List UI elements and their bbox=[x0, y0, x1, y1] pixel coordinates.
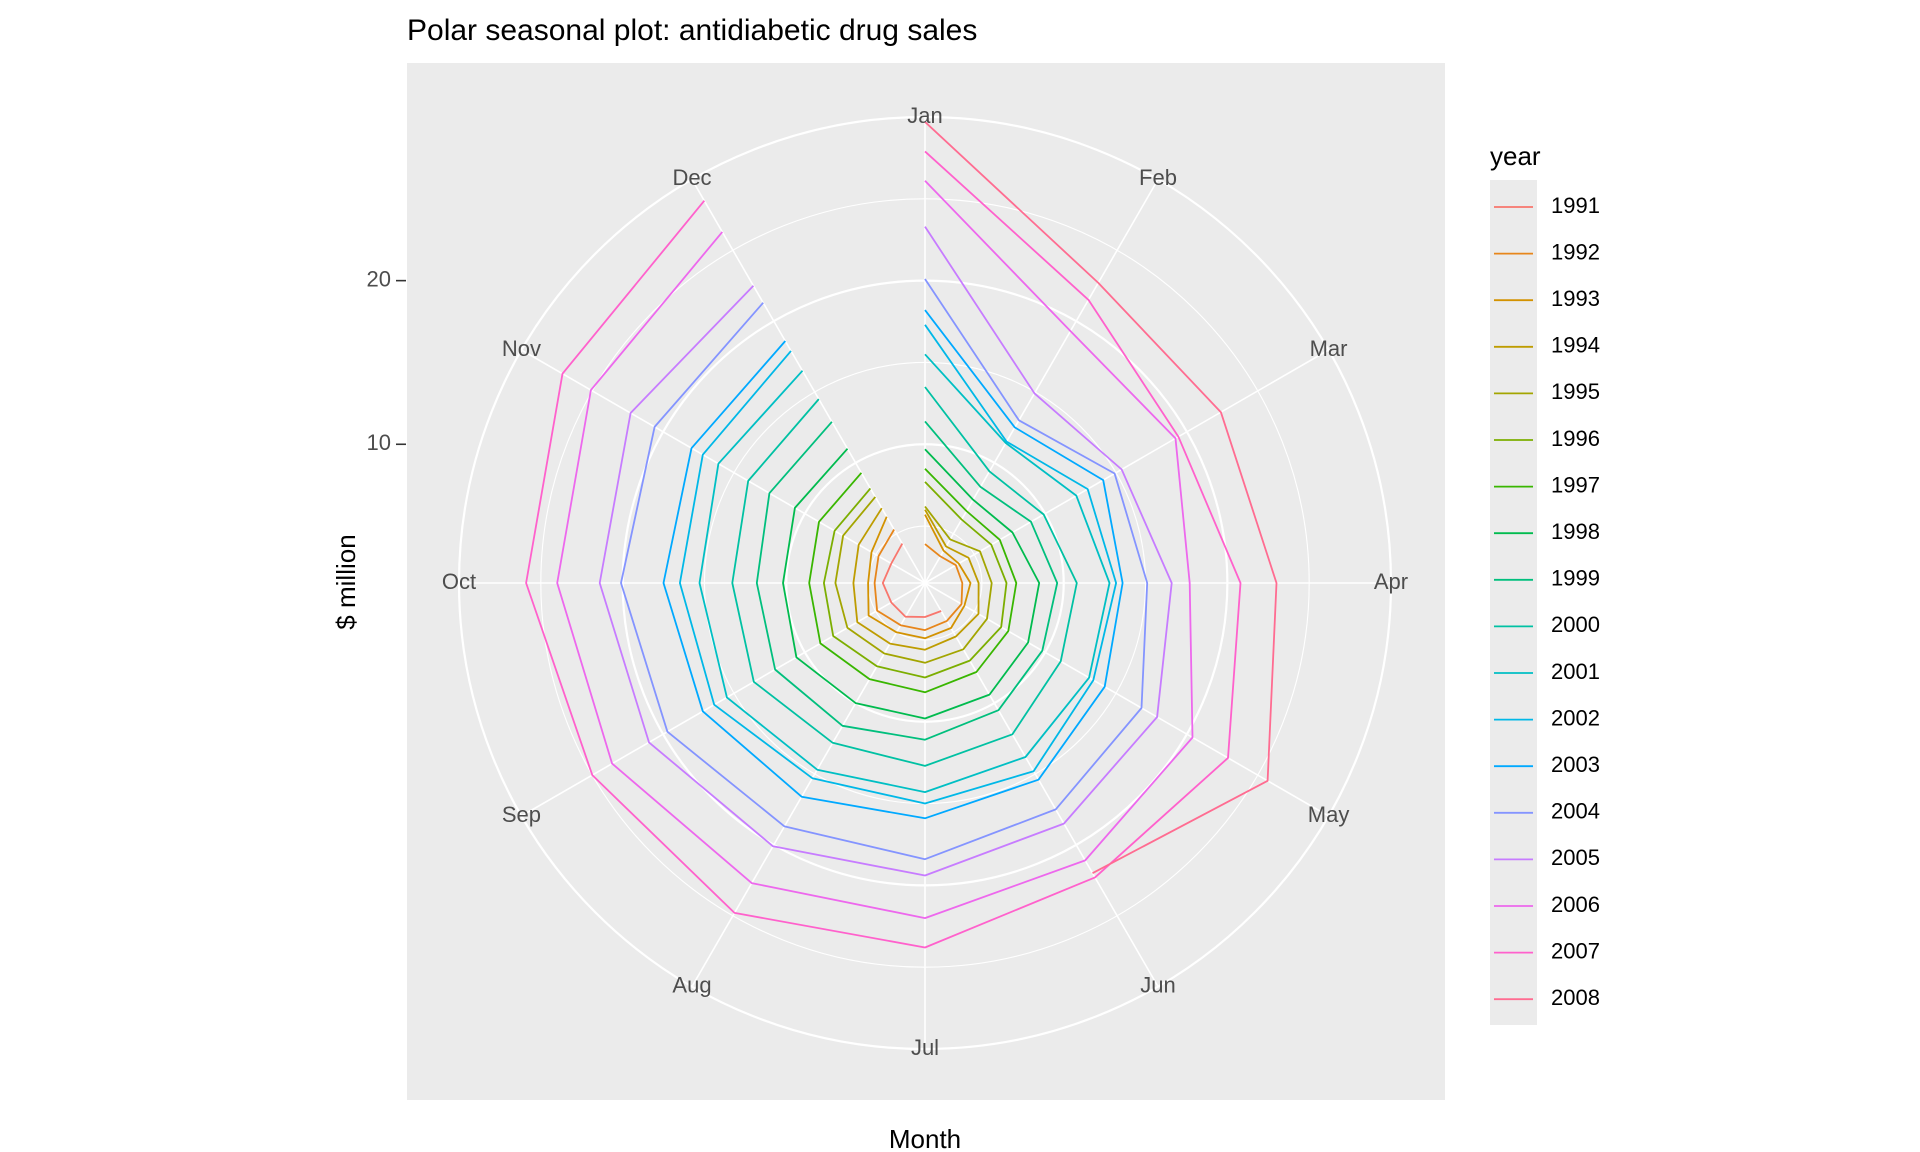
series-line-1995 bbox=[834, 496, 993, 664]
y-axis-title: $ million bbox=[331, 534, 361, 629]
series-line-2001 bbox=[698, 353, 1111, 793]
legend-label-2006: 2006 bbox=[1551, 892, 1600, 917]
r-tick-label: 10 bbox=[367, 430, 391, 455]
legend-label-2001: 2001 bbox=[1551, 659, 1600, 684]
month-label-sep: Sep bbox=[502, 802, 541, 827]
grid-spoke bbox=[924, 179, 1159, 584]
series-line-2006 bbox=[556, 180, 1194, 919]
legend: year 19911992199319941995199619971998199… bbox=[1490, 141, 1600, 1025]
grid-spoke bbox=[924, 582, 1329, 817]
legend-label-2003: 2003 bbox=[1551, 752, 1600, 777]
series-line-1997 bbox=[808, 468, 1018, 694]
month-label-dec: Dec bbox=[672, 165, 711, 190]
series-line-2007 bbox=[525, 150, 1242, 949]
month-label-feb: Feb bbox=[1139, 165, 1177, 190]
series-line-2000 bbox=[731, 386, 1078, 767]
month-label-nov: Nov bbox=[502, 336, 541, 361]
r-tick-label: 20 bbox=[367, 266, 391, 291]
grid-spoke bbox=[924, 349, 1329, 584]
legend-label-2004: 2004 bbox=[1551, 799, 1600, 824]
month-label-jun: Jun bbox=[1140, 972, 1175, 997]
grid-spoke bbox=[924, 582, 1159, 987]
month-label-jan: Jan bbox=[907, 103, 942, 128]
legend-label-2000: 2000 bbox=[1551, 612, 1600, 637]
chart-title: Polar seasonal plot: antidiabetic drug s… bbox=[407, 14, 977, 47]
legend-label-2007: 2007 bbox=[1551, 938, 1600, 963]
legend-label-1999: 1999 bbox=[1551, 566, 1600, 591]
grid-spoke bbox=[691, 582, 926, 987]
month-label-aug: Aug bbox=[672, 972, 711, 997]
month-label-apr: Apr bbox=[1374, 569, 1408, 594]
legend-label-1994: 1994 bbox=[1551, 333, 1600, 358]
series-lines bbox=[525, 121, 1278, 949]
series-line-2008 bbox=[924, 121, 1278, 874]
month-label-jul: Jul bbox=[911, 1035, 939, 1060]
series-line-1996 bbox=[823, 481, 1008, 679]
legend-label-2002: 2002 bbox=[1551, 705, 1600, 730]
radial-axis: 10 20 bbox=[367, 266, 406, 455]
series-line-2003 bbox=[662, 309, 1124, 820]
series-line-2002 bbox=[679, 324, 1117, 805]
legend-label-1991: 1991 bbox=[1551, 193, 1600, 218]
series-line-1991 bbox=[881, 543, 942, 618]
series-line-2005 bbox=[598, 226, 1173, 877]
grid-spoke bbox=[521, 349, 926, 584]
legend-label-1992: 1992 bbox=[1551, 239, 1600, 264]
grid-spoke bbox=[691, 179, 926, 584]
month-labels: Jan Feb Mar Apr May Jun Jul Aug Sep Oct Nov Dec bbox=[442, 103, 1408, 1060]
month-label-mar: Mar bbox=[1310, 336, 1348, 361]
series-line-1994 bbox=[852, 507, 980, 651]
month-label-oct: Oct bbox=[442, 569, 476, 594]
legend-label-1997: 1997 bbox=[1551, 472, 1600, 497]
legend-label-1996: 1996 bbox=[1551, 426, 1600, 451]
legend-label-1993: 1993 bbox=[1551, 286, 1600, 311]
series-line-1998 bbox=[782, 448, 1041, 720]
legend-label-2008: 2008 bbox=[1551, 985, 1600, 1010]
legend-label-1998: 1998 bbox=[1551, 519, 1600, 544]
series-line-2004 bbox=[620, 278, 1149, 861]
legend-items: 1991 1992 1993 1994 1995 1996 1997 1998 1999 2000… bbox=[1494, 193, 1600, 1010]
series-line-1992 bbox=[873, 529, 964, 631]
legend-key-background bbox=[1490, 180, 1537, 1025]
legend-title: year bbox=[1490, 141, 1541, 171]
series-line-1993 bbox=[867, 514, 972, 640]
month-label-may: May bbox=[1308, 802, 1350, 827]
legend-label-1995: 1995 bbox=[1551, 379, 1600, 404]
x-axis-title: Month bbox=[889, 1124, 961, 1152]
legend-label-2005: 2005 bbox=[1551, 845, 1600, 870]
polar-grid bbox=[457, 115, 1393, 1051]
series-line-1999 bbox=[755, 420, 1059, 741]
